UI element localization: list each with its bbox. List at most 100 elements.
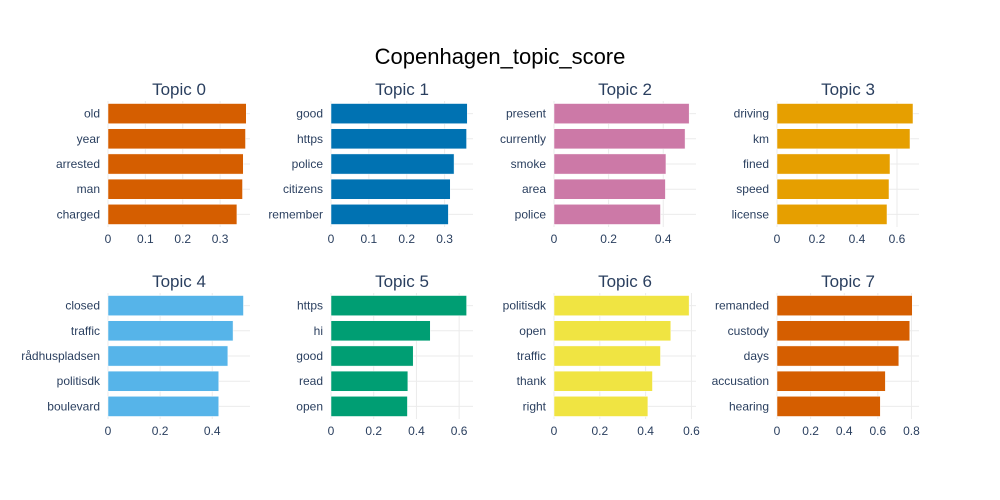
bar-accusation[interactable] bbox=[776, 370, 886, 392]
x-tick-label: 0.1 bbox=[137, 232, 154, 246]
x-tick-label: 0.2 bbox=[809, 232, 826, 246]
category-label: km bbox=[753, 132, 769, 146]
bar-smoke[interactable] bbox=[553, 153, 667, 175]
category-label: right bbox=[523, 399, 547, 413]
x-tick-label: 0.3 bbox=[212, 232, 229, 246]
bar-police[interactable] bbox=[553, 204, 661, 225]
subplot-grid: Topic 0 0 0.1 0.2 0.3 old year arrested man charg… bbox=[21, 80, 920, 438]
bar-open[interactable] bbox=[330, 396, 408, 417]
category-label: remanded bbox=[715, 299, 769, 313]
category-label: arrested bbox=[56, 157, 100, 171]
bar-old[interactable] bbox=[107, 103, 247, 124]
bar-rådhuspladsen[interactable] bbox=[107, 345, 229, 367]
x-tick-label: 0.3 bbox=[436, 232, 453, 246]
bar-charged[interactable] bbox=[107, 204, 238, 225]
category-label: old bbox=[84, 107, 100, 121]
bar-traffic[interactable] bbox=[553, 345, 661, 367]
x-tick-label: 0.2 bbox=[802, 424, 819, 438]
bar-closed[interactable] bbox=[107, 295, 244, 316]
bar-km[interactable] bbox=[776, 128, 911, 150]
bar-currently[interactable] bbox=[553, 128, 686, 150]
bar-https[interactable] bbox=[330, 295, 467, 316]
x-tick-label: 0.8 bbox=[903, 424, 920, 438]
x-tick-label: 0 bbox=[551, 424, 558, 438]
category-label: traffic bbox=[517, 349, 546, 363]
category-label: license bbox=[732, 207, 770, 221]
bar-right[interactable] bbox=[553, 396, 649, 417]
bar-days[interactable] bbox=[776, 345, 900, 367]
x-tick-label: 0 bbox=[105, 424, 112, 438]
x-tick-label: 0.2 bbox=[365, 424, 382, 438]
category-label: present bbox=[506, 107, 547, 121]
category-label: currently bbox=[500, 132, 546, 146]
bar-good[interactable] bbox=[330, 345, 414, 367]
bar-politisdk[interactable] bbox=[107, 370, 219, 392]
category-label: citizens bbox=[283, 182, 323, 196]
subplot-title: Topic 3 bbox=[821, 80, 875, 99]
x-tick-label: 0.2 bbox=[591, 424, 608, 438]
x-tick-label: 0 bbox=[551, 232, 558, 246]
bar-area[interactable] bbox=[553, 178, 666, 200]
x-tick-label: 0.2 bbox=[600, 232, 617, 246]
bar-hearing[interactable] bbox=[776, 396, 881, 417]
category-label: hi bbox=[314, 324, 323, 338]
category-label: boulevard bbox=[47, 399, 100, 413]
x-tick-label: 0.2 bbox=[152, 424, 169, 438]
subplot-topic-2: Topic 2 0 0.2 0.4 present currently smoke area p… bbox=[500, 80, 696, 246]
bar-present[interactable] bbox=[553, 103, 690, 124]
bar-custody[interactable] bbox=[776, 320, 911, 342]
x-tick-label: 0.2 bbox=[174, 232, 191, 246]
bar-hi[interactable] bbox=[330, 320, 431, 342]
bar-politisdk[interactable] bbox=[553, 295, 690, 316]
bar-remanded[interactable] bbox=[776, 295, 913, 316]
x-tick-label: 0.4 bbox=[836, 424, 853, 438]
category-label: man bbox=[77, 182, 100, 196]
x-tick-label: 0 bbox=[328, 232, 335, 246]
bar-open[interactable] bbox=[553, 320, 672, 342]
x-tick-label: 0.4 bbox=[408, 424, 425, 438]
category-label: good bbox=[296, 107, 323, 121]
bar-license[interactable] bbox=[776, 204, 888, 225]
bar-year[interactable] bbox=[107, 128, 246, 150]
bar-boulevard[interactable] bbox=[107, 396, 219, 417]
category-label: year bbox=[77, 132, 100, 146]
bar-https[interactable] bbox=[330, 128, 467, 150]
bar-speed[interactable] bbox=[776, 178, 890, 200]
x-tick-label: 0.4 bbox=[849, 232, 866, 246]
x-tick-label: 0 bbox=[328, 424, 335, 438]
subplot-topic-5: Topic 5 0 0.2 0.4 0.6 https hi good read open bbox=[296, 272, 473, 438]
x-tick-label: 0.1 bbox=[361, 232, 378, 246]
category-label: charged bbox=[57, 207, 100, 221]
category-label: remember bbox=[268, 207, 323, 221]
subplot-topic-6: Topic 6 0 0.2 0.4 0.6 politisdk open traffic tha… bbox=[503, 272, 700, 438]
category-label: https bbox=[297, 299, 323, 313]
x-tick-label: 0.2 bbox=[398, 232, 415, 246]
category-label: police bbox=[515, 207, 547, 221]
category-label: politisdk bbox=[57, 374, 101, 388]
bar-citizens[interactable] bbox=[330, 178, 451, 200]
subplot-title: Topic 2 bbox=[598, 80, 652, 99]
category-label: accusation bbox=[712, 374, 769, 388]
bar-police[interactable] bbox=[330, 153, 455, 175]
bar-remember[interactable] bbox=[330, 204, 449, 225]
figure-title: Copenhagen_topic_score bbox=[375, 44, 626, 69]
x-tick-label: 0.4 bbox=[204, 424, 221, 438]
bar-arrested[interactable] bbox=[107, 153, 244, 175]
subplot-title: Topic 1 bbox=[375, 80, 429, 99]
category-label: hearing bbox=[729, 399, 769, 413]
x-tick-label: 0.4 bbox=[637, 424, 654, 438]
x-tick-label: 0.4 bbox=[655, 232, 672, 246]
category-label: speed bbox=[736, 182, 769, 196]
bar-good[interactable] bbox=[330, 103, 468, 124]
subplot-topic-7: Topic 7 0 0.2 0.4 0.6 0.8 remanded custody days a… bbox=[712, 272, 920, 438]
bar-traffic[interactable] bbox=[107, 320, 234, 342]
bar-fined[interactable] bbox=[776, 153, 891, 175]
category-label: politisdk bbox=[503, 299, 547, 313]
bar-thank[interactable] bbox=[553, 370, 653, 392]
x-tick-label: 0 bbox=[774, 232, 781, 246]
bar-driving[interactable] bbox=[776, 103, 914, 124]
subplot-topic-1: Topic 1 0 0.1 0.2 0.3 good https police citizens… bbox=[268, 80, 473, 246]
bar-read[interactable] bbox=[330, 370, 409, 392]
bar-man[interactable] bbox=[107, 178, 243, 200]
